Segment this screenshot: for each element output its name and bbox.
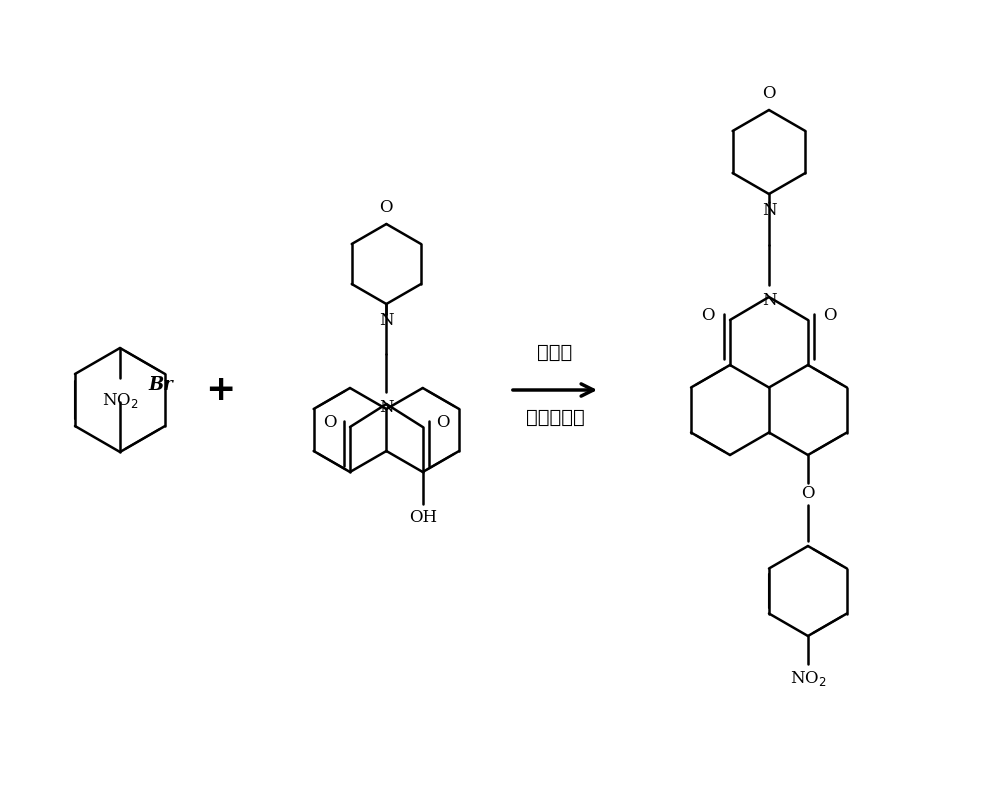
- Text: O: O: [436, 414, 449, 430]
- Text: Br: Br: [148, 376, 173, 394]
- Text: OH: OH: [409, 509, 437, 527]
- Text: O: O: [380, 199, 393, 216]
- Text: O: O: [823, 307, 837, 324]
- Text: O: O: [323, 414, 337, 430]
- Text: 乙腙，回流: 乙腙，回流: [526, 408, 584, 427]
- Text: N: N: [379, 312, 394, 329]
- Text: O: O: [801, 485, 815, 501]
- Text: N: N: [762, 292, 776, 308]
- Text: N: N: [379, 398, 394, 415]
- Text: NO$_2$: NO$_2$: [790, 669, 826, 688]
- Text: +: +: [205, 373, 235, 407]
- Text: NO$_2$: NO$_2$: [102, 391, 138, 410]
- Text: N: N: [762, 202, 776, 219]
- Text: O: O: [701, 307, 715, 324]
- Text: 碳酸钔: 碳酸钔: [537, 343, 573, 362]
- Text: O: O: [762, 85, 776, 102]
